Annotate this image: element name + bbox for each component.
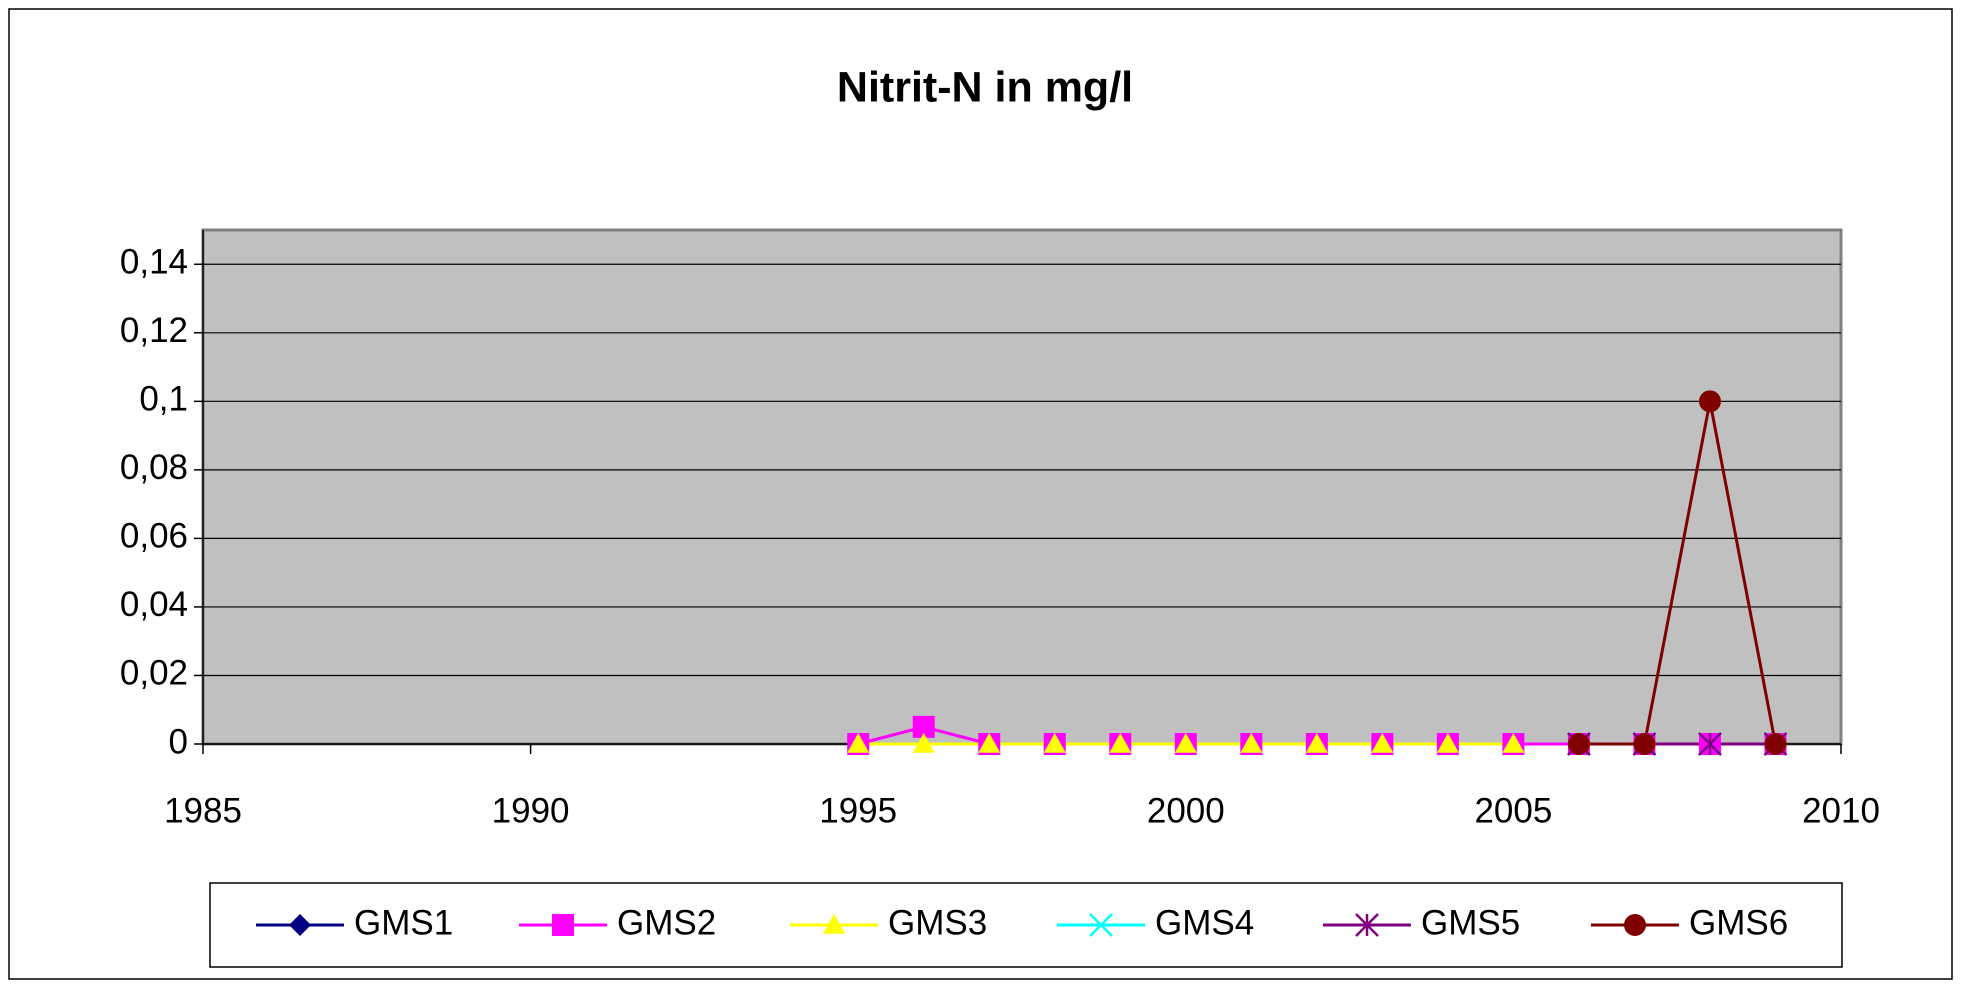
marker <box>1633 733 1656 755</box>
marker <box>912 715 935 738</box>
marker <box>1305 733 1328 753</box>
marker <box>1624 914 1646 936</box>
y-tick-label: 0,04 <box>120 585 188 624</box>
marker <box>1240 733 1263 753</box>
legend-label: GMS5 <box>1421 903 1520 942</box>
marker <box>978 733 1001 753</box>
plot-area <box>201 228 1843 746</box>
x-tick-label: 2010 <box>1802 791 1880 830</box>
x-tick-label: 1985 <box>164 791 242 830</box>
x-tick-label: 1995 <box>819 791 897 830</box>
chart-title: Nitrit-N in mg/l <box>837 63 1133 111</box>
legend-label: GMS4 <box>1155 903 1254 942</box>
y-tick-label: 0,12 <box>120 311 188 350</box>
marker <box>1698 732 1722 756</box>
marker <box>1567 733 1590 755</box>
x-tick-label: 1990 <box>492 791 570 830</box>
y-tick-label: 0,06 <box>120 517 188 556</box>
y-tick-label: 0,14 <box>120 243 188 282</box>
y-tick-label: 0,1 <box>139 380 188 419</box>
marker <box>552 914 574 936</box>
marker <box>1698 390 1721 413</box>
legend-label: GMS2 <box>617 903 716 942</box>
legend-label: GMS3 <box>888 903 987 942</box>
marker <box>1502 733 1525 753</box>
legend-label: GMS1 <box>354 903 453 942</box>
legend-label: GMS6 <box>1689 903 1788 942</box>
marker <box>912 733 935 753</box>
marker <box>1109 733 1132 753</box>
x-tick-label: 2005 <box>1474 791 1552 830</box>
y-tick-label: 0,02 <box>120 654 188 693</box>
marker <box>1436 733 1459 753</box>
marker <box>1764 733 1787 755</box>
marker <box>289 914 311 936</box>
legend-box <box>209 882 1843 968</box>
y-tick-label: 0,08 <box>120 448 188 487</box>
marker <box>1371 733 1394 753</box>
series-line <box>1578 401 1777 746</box>
x-tick-label: 2000 <box>1147 791 1225 830</box>
marker <box>1043 733 1066 753</box>
marker <box>1355 913 1379 937</box>
marker <box>823 914 845 934</box>
y-tick-label: 0 <box>169 722 188 761</box>
marker <box>847 733 870 753</box>
marker <box>1089 913 1113 937</box>
marker <box>1174 733 1197 753</box>
